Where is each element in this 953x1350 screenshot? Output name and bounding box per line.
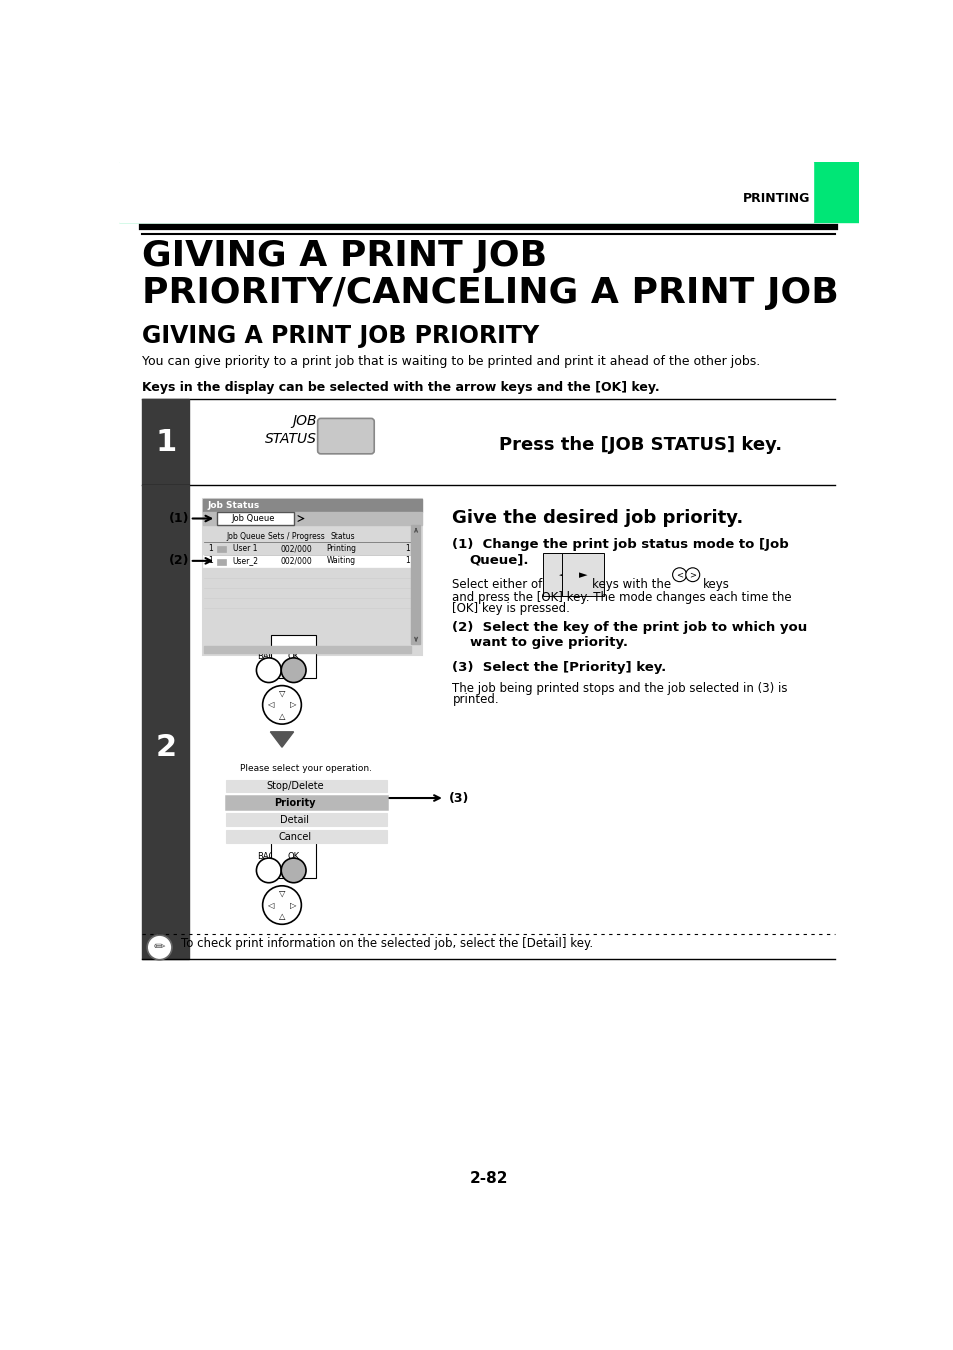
Text: ▽: ▽ — [278, 890, 285, 898]
Bar — [216, 547, 226, 552]
Text: BACK: BACK — [257, 852, 280, 861]
Circle shape — [262, 886, 301, 925]
Bar — [226, 779, 386, 792]
Text: printed.: printed. — [452, 694, 498, 706]
Text: Status: Status — [330, 532, 355, 541]
Text: To check print information on the selected job, select the [Detail] key.: To check print information on the select… — [181, 937, 593, 950]
Text: Give the desired job priority.: Give the desired job priority. — [452, 509, 743, 526]
Text: ▷: ▷ — [290, 701, 296, 709]
Bar — [411, 525, 419, 644]
FancyBboxPatch shape — [317, 418, 374, 454]
Text: Waiting: Waiting — [326, 556, 355, 566]
FancyArrowPatch shape — [415, 529, 417, 532]
Text: GIVING A PRINT JOB PRIORITY: GIVING A PRINT JOB PRIORITY — [142, 324, 539, 348]
Text: △: △ — [278, 913, 285, 921]
Bar — [216, 559, 226, 564]
Text: (2)  Select the key of the print job to which you: (2) Select the key of the print job to w… — [452, 621, 807, 634]
Text: Select either of the: Select either of the — [452, 578, 565, 591]
Text: Sets / Progress: Sets / Progress — [267, 532, 324, 541]
Circle shape — [685, 568, 699, 582]
Circle shape — [147, 936, 172, 960]
Text: ◁: ◁ — [267, 701, 274, 709]
Text: want to give priority.: want to give priority. — [469, 636, 627, 649]
Text: (2): (2) — [169, 555, 189, 567]
FancyBboxPatch shape — [216, 513, 294, 525]
Text: ►: ► — [578, 570, 587, 579]
FancyArrowPatch shape — [415, 637, 417, 641]
Text: Job Queue: Job Queue — [226, 532, 265, 541]
Bar — [226, 830, 386, 842]
Bar — [119, 162, 858, 221]
Text: Please select your operation.: Please select your operation. — [240, 764, 372, 774]
Text: keys: keys — [702, 578, 729, 591]
Text: (3): (3) — [448, 791, 469, 805]
Circle shape — [672, 568, 686, 582]
Circle shape — [262, 686, 301, 724]
Circle shape — [281, 657, 306, 683]
Text: Detail: Detail — [280, 814, 309, 825]
Text: Priority: Priority — [274, 798, 315, 807]
Text: Queue].: Queue]. — [469, 554, 529, 566]
Text: and press the [OK] key. The mode changes each time the: and press the [OK] key. The mode changes… — [452, 591, 791, 603]
Text: ▽: ▽ — [278, 688, 285, 698]
Text: Cancel: Cancel — [278, 832, 311, 841]
Bar — [226, 814, 386, 826]
Bar — [203, 512, 421, 525]
Text: Job Status: Job Status — [208, 501, 259, 510]
Text: Press the [JOB STATUS] key.: Press the [JOB STATUS] key. — [498, 436, 781, 455]
Text: OK: OK — [287, 652, 299, 662]
Text: ✏: ✏ — [153, 941, 165, 954]
Bar — [226, 796, 386, 809]
Text: 002/000: 002/000 — [280, 556, 312, 566]
Bar — [142, 486, 189, 958]
Text: BACK: BACK — [257, 652, 280, 662]
Text: JOB
STATUS: JOB STATUS — [265, 414, 316, 446]
Text: OK: OK — [287, 852, 299, 861]
Text: ◄: ◄ — [558, 570, 567, 579]
Text: User 1: User 1 — [233, 544, 257, 554]
Text: PRINTING: PRINTING — [742, 193, 810, 205]
Circle shape — [256, 657, 281, 683]
Text: GIVING A PRINT JOB: GIVING A PRINT JOB — [142, 239, 547, 273]
Text: User_2: User_2 — [233, 556, 258, 566]
Text: Job Queue: Job Queue — [232, 514, 274, 522]
Text: ▷: ▷ — [290, 900, 296, 910]
Text: (3)  Select the [Priority] key.: (3) Select the [Priority] key. — [452, 662, 666, 674]
Text: [OK] key is pressed.: [OK] key is pressed. — [452, 602, 570, 616]
Text: The job being printed stops and the job selected in (3) is: The job being printed stops and the job … — [452, 682, 787, 695]
Bar — [204, 645, 411, 653]
Text: 1: 1 — [208, 556, 213, 566]
Text: (1): (1) — [169, 512, 189, 525]
Text: △: △ — [278, 711, 285, 721]
Text: PRIORITY/CANCELING A PRINT JOB: PRIORITY/CANCELING A PRINT JOB — [142, 275, 839, 310]
Text: Stop/Delete: Stop/Delete — [266, 780, 323, 791]
Text: 002/000: 002/000 — [280, 544, 312, 554]
Text: 1: 1 — [405, 544, 410, 554]
Circle shape — [256, 859, 281, 883]
Text: >: > — [688, 570, 696, 579]
Circle shape — [281, 859, 306, 883]
Text: 1: 1 — [155, 428, 176, 456]
Text: 2-82: 2-82 — [469, 1170, 508, 1185]
Bar — [142, 400, 189, 486]
Text: ◁: ◁ — [267, 900, 274, 910]
Text: 2: 2 — [155, 733, 176, 761]
Bar — [203, 500, 421, 655]
Bar — [119, 162, 812, 221]
Text: 1: 1 — [405, 556, 410, 566]
Text: (1)  Change the print job status mode to [Job: (1) Change the print job status mode to … — [452, 537, 788, 551]
Bar — [204, 556, 410, 567]
Text: 1: 1 — [208, 544, 213, 554]
Polygon shape — [270, 732, 294, 747]
Text: Printing: Printing — [326, 544, 355, 554]
Text: You can give priority to a print job that is waiting to be printed and print it : You can give priority to a print job tha… — [142, 355, 760, 367]
Text: <: < — [676, 570, 682, 579]
Bar — [203, 500, 421, 512]
Text: keys with the: keys with the — [592, 578, 670, 591]
Bar — [203, 755, 410, 848]
Text: Keys in the display can be selected with the arrow keys and the [OK] key.: Keys in the display can be selected with… — [142, 382, 659, 394]
